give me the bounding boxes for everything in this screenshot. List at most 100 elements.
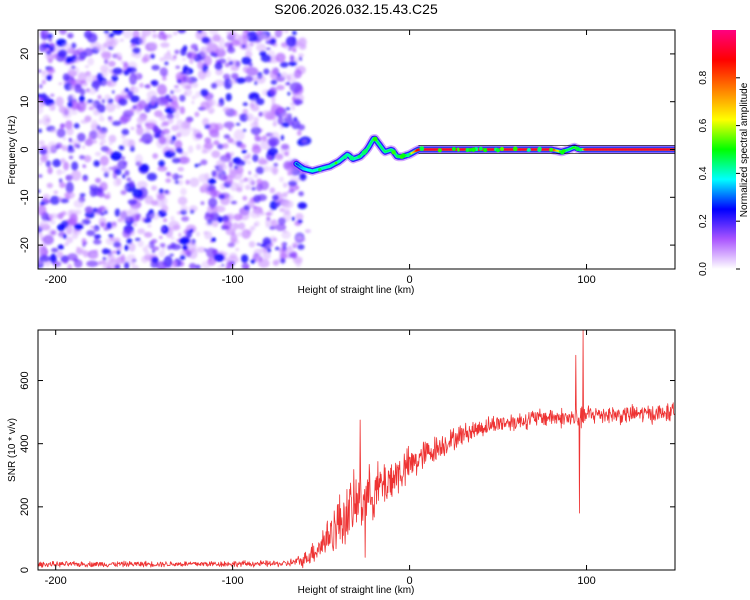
snr-y-ticks: 0 200 400 600 [19,371,675,573]
noise-blob [171,102,179,112]
noise-blob [86,230,96,237]
noise-blob [84,206,94,214]
noise-blob [52,159,62,168]
snr-frame [37,329,676,571]
noise-blob [163,52,172,61]
noise-blob [57,244,65,250]
noise-blob [159,243,166,248]
noise-blob [274,246,280,251]
noise-blob [112,90,115,94]
noise-blob [132,105,137,109]
noise-blob [130,126,135,131]
noise-blob [40,155,47,163]
noise-blob [39,202,45,206]
noise-blob [50,93,55,97]
noise-blob [230,233,238,244]
spectrogram-x-ticks: -200 -100 0 100 [45,30,596,286]
carrier-dot [396,154,401,159]
noise-blob [292,30,297,36]
noise-blob [293,116,298,122]
noise-blob [164,61,169,66]
noise-blob [209,110,213,115]
noise-blob [298,53,305,58]
noise-blob [126,177,132,182]
noise-blob [132,47,141,54]
noise-blob [265,224,269,228]
noise-blob [242,129,247,132]
noise-blob [265,219,274,227]
noise-blob [273,119,277,123]
noise-blob [271,101,275,105]
carrier-dot [537,146,542,151]
colorbar-label: Normalized spectral amplitude [739,82,750,217]
noise-blob [235,247,240,252]
noise-blob [165,178,172,184]
noise-blob [86,260,99,268]
noise-blob [267,248,272,253]
noise-blob [102,263,111,269]
noise-blob [65,174,73,181]
noise-blob [73,58,80,64]
noise-blob [250,210,260,219]
noise-blob [222,106,231,113]
noise-blob [293,99,304,105]
snr-y-tick-label: 600 [19,371,31,389]
noise-blob [122,185,129,190]
carrier-dot [343,154,348,159]
noise-blob [71,42,77,49]
noise-blob [121,128,130,136]
noise-blob [196,246,206,253]
noise-blob [187,145,194,154]
noise-blob [73,199,84,208]
noise-blob [136,117,143,126]
noise-blob [203,141,214,150]
noise-blob [67,65,80,76]
noise-blob [51,247,59,253]
noise-blob [49,253,57,264]
noise-blob [87,57,95,66]
noise-blob [251,145,262,154]
noise-blob [179,106,186,115]
noise-blob [288,180,298,187]
noise-blob [218,194,226,200]
noise-blob [90,119,98,130]
noise-blob [126,254,137,265]
noise-blob [85,217,89,220]
noise-blob [268,59,271,63]
noise-blob [300,173,307,179]
noise-blob [286,191,290,194]
noise-blob [112,250,117,254]
noise-blob [267,156,272,161]
spectrogram-noise-layer [38,30,312,269]
noise-blob [200,89,209,97]
noise-blob [65,236,74,244]
spectrogram-x-tick-label: 100 [577,274,595,286]
noise-blob [272,42,278,47]
noise-blob [288,245,293,249]
noise-blob [210,187,218,198]
snr-x-ticks: -200 -100 0 100 [45,330,596,587]
noise-blob [294,69,302,79]
noise-blob [199,46,209,57]
noise-blob [241,44,246,49]
snr-x-tick-label: 0 [407,575,413,587]
colorbar: 0.0 0.2 0.4 0.6 0.8 Normalized spectral ampl… [698,30,750,276]
noise-blob [275,201,281,207]
noise-blob [82,177,87,181]
noise-blob [167,50,171,55]
noise-blob [42,234,54,245]
noise-blob [194,163,199,168]
noise-blob [135,110,141,115]
noise-blob [201,149,208,154]
noise-blob [38,223,44,229]
carrier-dot [549,147,554,152]
noise-blob [132,188,143,199]
noise-blob [137,228,146,235]
noise-blob [195,91,201,98]
noise-blob [93,109,100,116]
noise-blob [277,217,286,225]
noise-blob [239,143,247,150]
noise-blob [244,158,247,163]
noise-blob [63,81,68,84]
